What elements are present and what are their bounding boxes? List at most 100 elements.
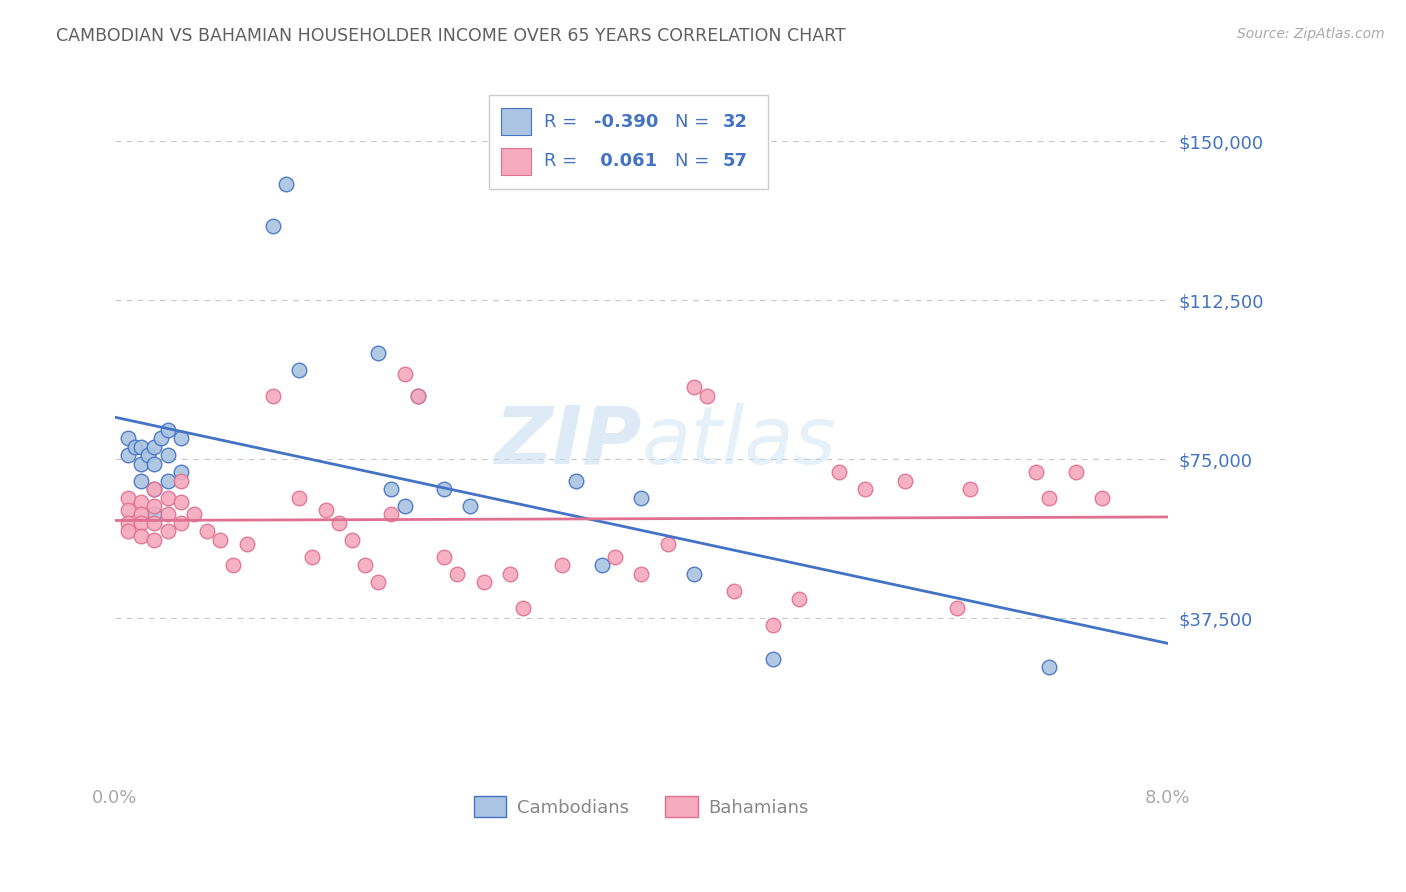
Point	[170, 516, 193, 530]
Point	[143, 482, 166, 496]
Point	[762, 617, 785, 632]
Point	[124, 440, 146, 454]
Point	[683, 566, 706, 581]
Point	[893, 474, 915, 488]
Point	[131, 440, 153, 454]
Text: N =: N =	[675, 153, 716, 170]
Point	[131, 529, 153, 543]
Point	[394, 368, 416, 382]
Point	[472, 575, 495, 590]
Point	[288, 363, 311, 377]
Point	[367, 346, 389, 360]
Point	[131, 508, 153, 522]
Point	[354, 558, 377, 573]
Point	[301, 549, 323, 564]
Text: CAMBODIAN VS BAHAMIAN HOUSEHOLDER INCOME OVER 65 YEARS CORRELATION CHART: CAMBODIAN VS BAHAMIAN HOUSEHOLDER INCOME…	[56, 27, 846, 45]
Text: atlas: atlas	[641, 402, 837, 481]
Point	[1038, 660, 1060, 674]
Text: 0.061: 0.061	[595, 153, 657, 170]
Text: ZIP: ZIP	[494, 402, 641, 481]
Point	[603, 549, 626, 564]
Text: R =: R =	[544, 112, 582, 130]
Point	[657, 537, 679, 551]
Point	[131, 516, 153, 530]
Point	[262, 389, 284, 403]
Point	[156, 474, 179, 488]
Point	[315, 503, 337, 517]
Y-axis label: Householder Income Over 65 years: Householder Income Over 65 years	[0, 280, 8, 574]
Point	[156, 508, 179, 522]
Point	[380, 482, 402, 496]
Point	[1064, 465, 1087, 479]
Bar	[502, 108, 531, 135]
Point	[143, 516, 166, 530]
Point	[1038, 491, 1060, 505]
Point	[170, 495, 193, 509]
Point	[209, 533, 232, 547]
Point	[117, 491, 139, 505]
Point	[222, 558, 245, 573]
Point	[630, 491, 652, 505]
Point	[143, 482, 166, 496]
Point	[406, 389, 429, 403]
Legend: Cambodians, Bahamians: Cambodians, Bahamians	[467, 789, 817, 824]
Point	[143, 457, 166, 471]
Point	[274, 177, 297, 191]
Point	[150, 431, 173, 445]
FancyBboxPatch shape	[489, 95, 768, 189]
Point	[328, 516, 350, 530]
Point	[564, 474, 586, 488]
Point	[156, 448, 179, 462]
Point	[136, 448, 159, 462]
Point	[1091, 491, 1114, 505]
Point	[789, 592, 811, 607]
Point	[170, 431, 193, 445]
Point	[723, 583, 745, 598]
Point	[156, 491, 179, 505]
Point	[380, 508, 402, 522]
Point	[143, 499, 166, 513]
Point	[853, 482, 876, 496]
Point	[696, 389, 718, 403]
Text: R =: R =	[544, 153, 582, 170]
Point	[367, 575, 389, 590]
Point	[156, 524, 179, 539]
Point	[156, 423, 179, 437]
Text: -0.390: -0.390	[595, 112, 658, 130]
Point	[630, 566, 652, 581]
Point	[235, 537, 257, 551]
Point	[131, 474, 153, 488]
Point	[551, 558, 574, 573]
Point	[683, 380, 706, 394]
Text: Source: ZipAtlas.com: Source: ZipAtlas.com	[1237, 27, 1385, 41]
Point	[828, 465, 851, 479]
Point	[959, 482, 981, 496]
Point	[131, 457, 153, 471]
Point	[512, 600, 534, 615]
Bar	[502, 148, 531, 175]
Point	[446, 566, 468, 581]
Point	[340, 533, 363, 547]
Point	[262, 219, 284, 233]
Point	[460, 499, 482, 513]
Point	[288, 491, 311, 505]
Point	[406, 389, 429, 403]
Point	[117, 448, 139, 462]
Point	[117, 524, 139, 539]
Point	[143, 440, 166, 454]
Point	[170, 474, 193, 488]
Text: 32: 32	[723, 112, 748, 130]
Text: N =: N =	[675, 112, 716, 130]
Point	[143, 533, 166, 547]
Point	[143, 508, 166, 522]
Point	[591, 558, 613, 573]
Text: 57: 57	[723, 153, 748, 170]
Point	[117, 503, 139, 517]
Point	[762, 652, 785, 666]
Point	[117, 516, 139, 530]
Point	[394, 499, 416, 513]
Point	[433, 482, 456, 496]
Point	[170, 465, 193, 479]
Point	[117, 431, 139, 445]
Point	[131, 495, 153, 509]
